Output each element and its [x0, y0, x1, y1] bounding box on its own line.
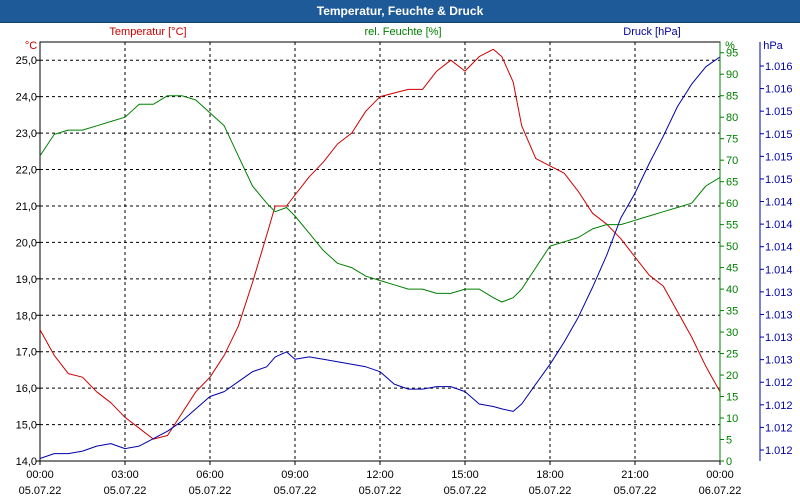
- x-tick-time: 00:00: [26, 469, 54, 481]
- pressure-tick-label: 1.012: [765, 445, 793, 457]
- axes-layer: 00:00 05.07.22 03:00 05.07.22 06:00 05.07.22 0…: [16, 42, 793, 497]
- x-tick-date: 05.07.22: [444, 485, 487, 497]
- pressure-tick-label: 1.014: [765, 264, 793, 276]
- x-tick-time: 15:00: [451, 469, 479, 481]
- pressure-tick-label: 1.012: [765, 377, 793, 389]
- x-tick-time: 00:00: [706, 469, 734, 481]
- pressure-tick-label: 1.012: [765, 400, 793, 412]
- pressure-tick-label: 1.016: [765, 84, 793, 96]
- x-tick-time: 03:00: [111, 469, 139, 481]
- title-bar: [0, 0, 800, 23]
- temperature-unit: °C: [25, 40, 37, 52]
- humidity-tick-label: 10: [726, 413, 738, 425]
- x-tick-time: 06:00: [196, 469, 224, 481]
- pressure-series-line: [39, 56, 721, 459]
- humidity-tick-label: 90: [726, 69, 738, 81]
- pressure-tick-label: 1.012: [765, 422, 793, 434]
- chart-title: Temperatur, Feuchte & Druck: [316, 4, 484, 18]
- grid: [40, 42, 720, 461]
- pressure-tick-label: 1.014: [765, 197, 793, 209]
- x-tick-time: 12:00: [366, 469, 394, 481]
- humidity-tick-label: 70: [726, 155, 738, 167]
- humidity-tick-label: 30: [726, 327, 738, 339]
- x-tick-time: 21:00: [621, 469, 649, 481]
- temperature-tick-label: 22,0: [16, 165, 37, 177]
- temperature-tick-label: 25,0: [16, 55, 37, 67]
- humidity-tick-label: 0: [726, 456, 732, 468]
- pressure-tick-label: 1.014: [765, 219, 793, 231]
- humidity-tick-label: 50: [726, 241, 738, 253]
- x-tick-date: 05.07.22: [104, 485, 147, 497]
- humidity-tick-label: 5: [726, 435, 732, 447]
- humidity-series-line: [39, 95, 721, 303]
- temperature-tick-label: 21,0: [16, 201, 37, 213]
- humidity-tick-label: 20: [726, 370, 738, 382]
- x-tick-date: 05.07.22: [189, 485, 232, 497]
- temperature-tick-label: 19,0: [16, 274, 37, 286]
- x-tick-date: 05.07.22: [529, 485, 572, 497]
- humidity-tick-label: 45: [726, 263, 738, 275]
- pressure-axis-label: Druck [hPa]: [623, 26, 680, 38]
- x-tick-time: 18:00: [536, 469, 564, 481]
- humidity-tick-label: 80: [726, 112, 738, 124]
- x-tick-date: 06.07.22: [699, 485, 742, 497]
- pressure-tick-label: 1.015: [765, 106, 793, 118]
- pressure-tick-label: 1.015: [765, 129, 793, 141]
- x-tick-time: 09:00: [281, 469, 309, 481]
- humidity-tick-label: 35: [726, 306, 738, 318]
- x-tick-date: 05.07.22: [614, 485, 657, 497]
- x-tick-date: 05.07.22: [274, 485, 317, 497]
- humidity-tick-label: 40: [726, 284, 738, 296]
- pressure-tick-label: 1.015: [765, 151, 793, 163]
- temperature-tick-label: 17,0: [16, 347, 37, 359]
- pressure-tick-label: 1.013: [765, 309, 793, 321]
- humidity-tick-label: 60: [726, 198, 738, 210]
- humidity-tick-label: 15: [726, 392, 738, 404]
- humidity-axis-label: rel. Feuchte [%]: [364, 26, 441, 38]
- temperature-tick-label: 23,0: [16, 128, 37, 140]
- temperature-axis-label: Temperatur [°C]: [109, 26, 186, 38]
- pressure-tick-label: 1.013: [765, 287, 793, 299]
- x-tick-date: 05.07.22: [359, 485, 402, 497]
- temperature-series-line: [39, 48, 721, 440]
- temperature-tick-label: 15,0: [16, 420, 37, 432]
- humidity-unit: %: [725, 40, 735, 52]
- humidity-tick-label: 65: [726, 177, 738, 189]
- humidity-tick-label: 25: [726, 349, 738, 361]
- humidity-tick-label: 85: [726, 91, 738, 103]
- pressure-tick-label: 1.013: [765, 355, 793, 367]
- temperature-tick-label: 14,0: [16, 456, 37, 468]
- temperature-tick-label: 24,0: [16, 92, 37, 104]
- pressure-tick-label: 1.016: [765, 61, 793, 73]
- pressure-unit: hPa: [763, 40, 783, 52]
- humidity-tick-label: 75: [726, 134, 738, 146]
- pressure-tick-label: 1.014: [765, 242, 793, 254]
- x-tick-date: 05.07.22: [19, 485, 62, 497]
- temperature-tick-label: 18,0: [16, 310, 37, 322]
- pressure-tick-label: 1.015: [765, 174, 793, 186]
- temperature-tick-label: 20,0: [16, 237, 37, 249]
- humidity-tick-label: 95: [726, 48, 738, 60]
- temperature-tick-label: 16,0: [16, 383, 37, 395]
- series-layer: [39, 48, 721, 459]
- humidity-tick-label: 55: [726, 220, 738, 232]
- pressure-tick-label: 1.013: [765, 332, 793, 344]
